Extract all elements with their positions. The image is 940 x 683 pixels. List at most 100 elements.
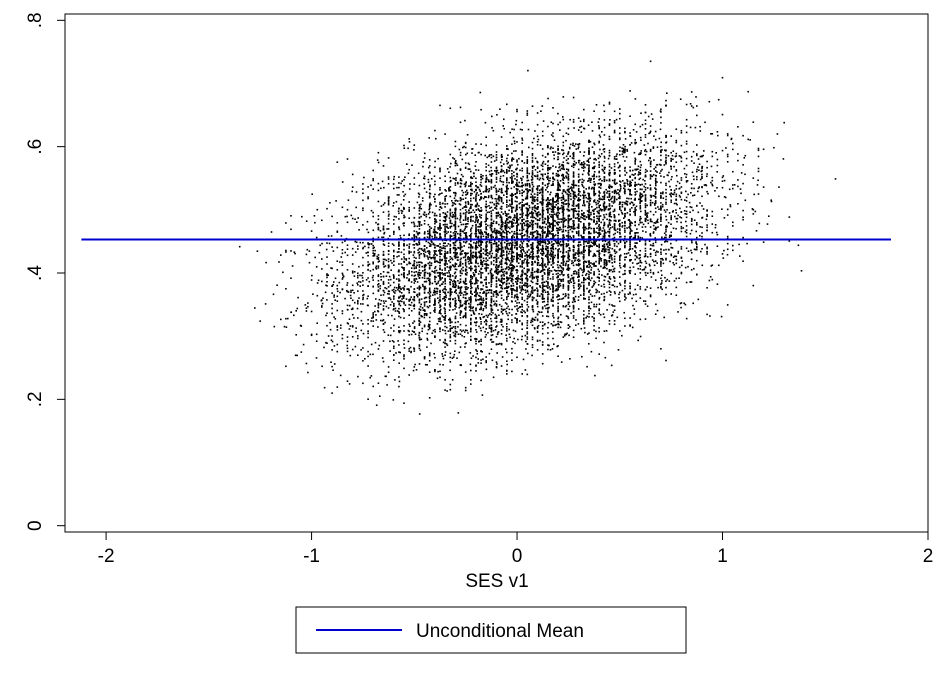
scatter-point xyxy=(486,251,489,254)
scatter-point xyxy=(526,259,529,261)
scatter-point xyxy=(427,277,430,279)
scatter-point xyxy=(382,258,385,261)
scatter-point xyxy=(449,321,452,323)
scatter-point xyxy=(422,165,424,168)
scatter-point xyxy=(612,305,614,307)
scatter-point xyxy=(382,305,385,307)
scatter-point xyxy=(455,284,457,287)
scatter-point xyxy=(572,264,575,267)
scatter-point xyxy=(621,147,623,149)
scatter-point xyxy=(326,274,328,277)
scatter-point xyxy=(500,197,503,199)
scatter-point xyxy=(446,223,448,226)
scatter-point xyxy=(525,340,527,343)
scatter-point xyxy=(531,262,534,265)
scatter-point xyxy=(417,273,419,276)
scatter-point xyxy=(495,151,498,153)
scatter-point xyxy=(444,354,446,356)
scatter-point xyxy=(634,237,636,240)
scatter-point xyxy=(524,183,527,185)
scatter-point xyxy=(587,158,590,161)
scatter-point xyxy=(601,198,604,201)
scatter-point xyxy=(433,304,435,306)
scatter-point xyxy=(466,252,468,255)
scatter-point xyxy=(403,301,405,303)
scatter-point xyxy=(464,291,467,293)
scatter-point xyxy=(492,312,494,314)
scatter-point xyxy=(506,257,508,259)
scatter-point xyxy=(676,180,679,183)
scatter-point xyxy=(526,160,529,162)
scatter-point xyxy=(462,175,464,178)
scatter-point xyxy=(683,151,686,154)
scatter-point xyxy=(665,258,667,261)
scatter-point xyxy=(465,181,467,183)
scatter-point xyxy=(434,287,436,290)
scatter-point xyxy=(453,237,455,239)
scatter-point xyxy=(428,261,431,264)
scatter-point xyxy=(454,233,457,235)
scatter-point xyxy=(434,370,436,373)
scatter-point xyxy=(588,310,590,312)
scatter-point xyxy=(653,203,656,205)
scatter-point xyxy=(450,235,453,237)
scatter-point xyxy=(653,264,656,267)
scatter-point xyxy=(664,276,666,279)
scatter-point xyxy=(613,198,616,200)
scatter-point xyxy=(585,272,588,275)
scatter-point xyxy=(560,167,563,170)
scatter-point xyxy=(567,170,570,172)
scatter-point xyxy=(459,106,462,109)
scatter-point xyxy=(613,156,616,158)
scatter-point xyxy=(440,227,442,229)
scatter-point xyxy=(711,184,714,187)
scatter-point xyxy=(428,324,431,326)
scatter-point xyxy=(541,226,544,229)
scatter-point xyxy=(428,301,431,304)
scatter-point xyxy=(449,195,452,198)
scatter-point xyxy=(517,275,519,277)
scatter-point xyxy=(583,270,585,273)
scatter-point xyxy=(506,250,508,253)
scatter-point xyxy=(471,224,474,227)
scatter-point xyxy=(468,302,470,305)
scatter-point xyxy=(536,144,539,146)
scatter-point xyxy=(362,188,364,190)
scatter-point xyxy=(547,198,549,201)
scatter-point xyxy=(474,165,477,167)
scatter-point xyxy=(454,333,457,336)
scatter-point xyxy=(471,152,473,154)
scatter-point xyxy=(696,205,698,207)
scatter-point xyxy=(619,276,621,278)
scatter-point xyxy=(744,154,747,157)
scatter-point xyxy=(512,222,515,224)
scatter-point xyxy=(470,260,472,262)
scatter-point xyxy=(555,174,558,177)
scatter-point xyxy=(346,340,349,343)
scatter-point xyxy=(470,197,472,200)
scatter-point xyxy=(670,201,672,203)
scatter-point xyxy=(589,279,592,282)
scatter-point xyxy=(480,350,482,352)
scatter-point xyxy=(631,262,634,264)
scatter-point xyxy=(654,174,657,177)
scatter-point xyxy=(500,216,503,219)
scatter-point xyxy=(342,276,344,279)
scatter-point xyxy=(544,231,546,233)
scatter-point xyxy=(490,348,493,350)
scatter-point xyxy=(673,280,676,282)
scatter-point xyxy=(600,153,603,155)
scatter-point xyxy=(562,179,565,181)
scatter-point xyxy=(506,290,509,293)
scatter-point xyxy=(654,222,657,224)
scatter-point xyxy=(653,135,655,137)
scatter-point xyxy=(471,282,473,285)
scatter-point xyxy=(596,289,599,292)
scatter-point xyxy=(442,219,445,222)
scatter-point xyxy=(400,203,402,206)
scatter-point xyxy=(458,306,461,309)
scatter-point xyxy=(444,304,446,306)
scatter-point xyxy=(541,332,544,335)
scatter-point xyxy=(538,243,540,245)
scatter-point xyxy=(495,242,498,245)
